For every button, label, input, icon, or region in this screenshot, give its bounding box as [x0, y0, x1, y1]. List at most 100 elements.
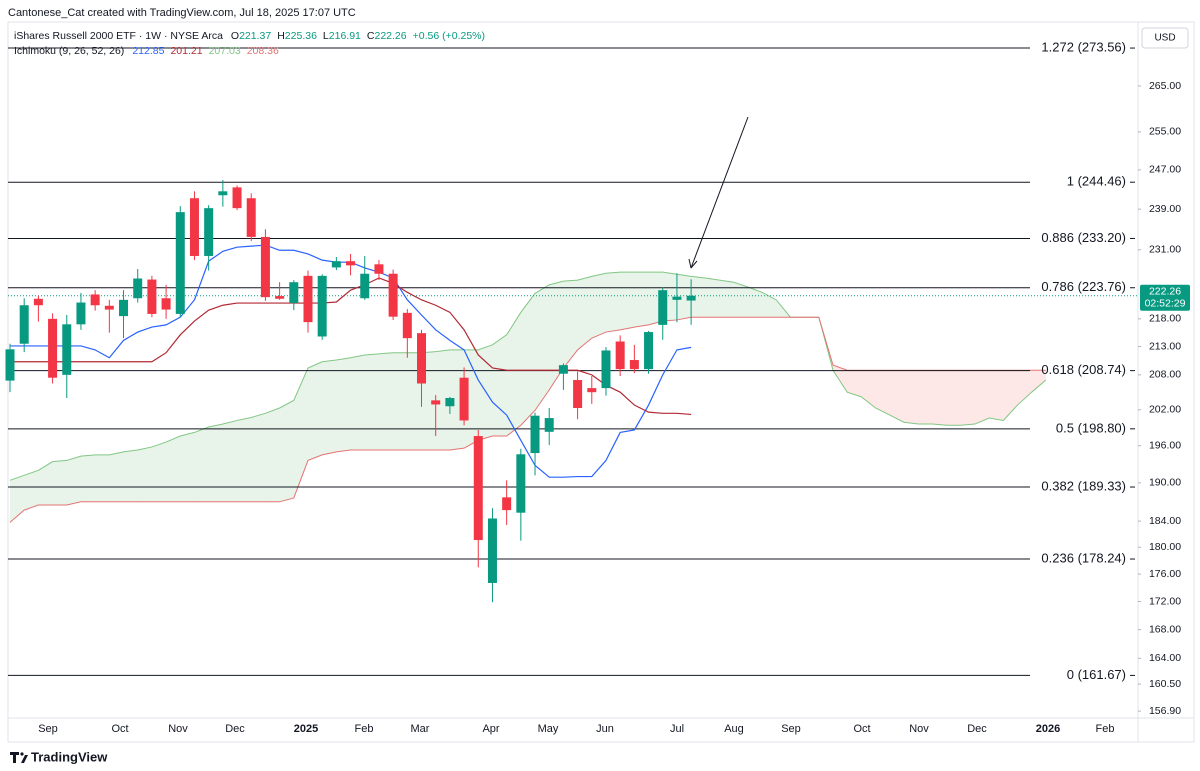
candle-body	[90, 294, 100, 306]
price-tag-value: 222.26	[1149, 286, 1181, 298]
y-tick-label: 239.00	[1149, 203, 1181, 215]
candle-body	[516, 454, 526, 513]
candle-body	[76, 302, 86, 325]
indicator-value: 212.85	[132, 45, 164, 57]
cloud-segment	[620, 272, 635, 330]
candle-body	[246, 198, 256, 237]
candle-body	[374, 264, 384, 274]
x-tick-label: Nov	[909, 723, 929, 735]
candle-body	[303, 275, 313, 323]
cloud-segment	[279, 400, 294, 502]
y-tick-label: 180.00	[1149, 541, 1181, 553]
candle-body	[232, 187, 242, 209]
cloud-segment	[506, 312, 521, 437]
cloud-segment	[435, 349, 450, 451]
ohlc-value: 221.37	[239, 30, 271, 42]
cloud-segment	[208, 424, 223, 502]
candle-body	[473, 436, 483, 541]
candle-body	[289, 282, 299, 304]
currency-box[interactable]	[1141, 27, 1189, 49]
cloud-segment	[293, 367, 308, 498]
cloud-segment	[861, 370, 876, 408]
cloud-segment	[903, 370, 919, 425]
cloud-segment	[932, 370, 947, 426]
candle-body	[502, 497, 512, 511]
indicator-line	[10, 277, 692, 416]
candle-body	[133, 278, 143, 299]
cloud-segment	[960, 370, 975, 426]
chart-frame	[7, 21, 1195, 743]
ohlc-value: 222.26	[374, 30, 406, 42]
cloud-segment	[577, 276, 592, 350]
y-tick-label: 247.00	[1149, 164, 1181, 176]
cloud-segment	[705, 277, 720, 318]
ohlc-value: 225.36	[285, 30, 317, 42]
candle-body	[601, 350, 611, 389]
brand-logo	[10, 752, 28, 763]
candle-body	[672, 296, 682, 300]
ohlc-label: L	[323, 30, 329, 42]
cloud-segment	[605, 272, 621, 333]
symbol: iShares Russell 2000 ETF · 1W · NYSE Arc…	[14, 30, 223, 42]
cloud-segment	[109, 451, 124, 502]
indicator-value: 208.36	[247, 45, 279, 57]
y-tick-label: 196.00	[1149, 440, 1181, 452]
candle-body	[317, 275, 327, 337]
cloud-segment	[52, 460, 67, 505]
y-tick-label: 168.00	[1149, 623, 1181, 635]
cloud-segment	[1003, 370, 1018, 421]
span-a-line	[9, 271, 1047, 481]
fib-label: 0.786 (223.76)	[1041, 279, 1126, 294]
fib-label: 0.236 (178.24)	[1041, 550, 1126, 565]
indicator: Ichimoku (9, 26, 52, 26)	[14, 45, 124, 57]
candle-body	[487, 518, 497, 583]
candle-body	[62, 324, 72, 375]
currency[interactable]: USD	[1154, 33, 1175, 44]
y-tick-label: 176.00	[1149, 568, 1181, 580]
candle-body	[360, 273, 370, 299]
cloud-segment	[123, 450, 138, 502]
cloud-segment	[378, 352, 394, 451]
cloud-segment	[946, 370, 961, 426]
x-tick-label: Sep	[38, 723, 58, 735]
cloud-segment	[66, 456, 81, 505]
y-tick-label: 213.00	[1149, 340, 1181, 352]
candle-body	[629, 360, 639, 370]
cloud-segment	[520, 293, 536, 426]
indicator-value: 207.03	[209, 45, 241, 57]
logo-shape	[10, 752, 19, 763]
cloud-segment	[137, 446, 152, 502]
fib-label: 0.618 (208.74)	[1041, 362, 1126, 377]
cloud-segment	[194, 427, 209, 502]
cloud-segment	[563, 280, 578, 368]
x-tick-label: Aug	[724, 723, 744, 735]
x-tick-label: Jun	[596, 723, 614, 735]
y-tick-label: 190.00	[1149, 477, 1181, 489]
cloud-segment	[151, 442, 167, 502]
y-tick-label: 184.00	[1149, 515, 1181, 527]
y-tick-label: 156.90	[1149, 705, 1181, 717]
cloud-segment	[24, 470, 39, 511]
cloud-segment	[691, 276, 706, 318]
cloud-segment	[80, 454, 96, 502]
cloud-segment	[251, 413, 266, 502]
candle-body	[218, 191, 228, 196]
candle-body	[275, 296, 285, 299]
cloud-segment	[733, 282, 748, 318]
x-tick-label: May	[538, 723, 559, 735]
plot	[5, 47, 1138, 676]
ohlc-label: C	[367, 30, 375, 42]
cloud-segment	[464, 349, 479, 449]
cloud-segment	[38, 461, 53, 505]
x-tick-label: 2026	[1036, 723, 1060, 735]
candle-body	[204, 208, 214, 256]
candle-body	[686, 295, 696, 301]
candle-body	[189, 198, 199, 256]
cloud-segment	[307, 361, 323, 461]
candle-body	[658, 290, 668, 325]
y-tick-label: 172.00	[1149, 595, 1181, 607]
cloud-segment	[393, 352, 408, 451]
logo-shape	[21, 755, 28, 763]
candle-body	[459, 377, 469, 421]
